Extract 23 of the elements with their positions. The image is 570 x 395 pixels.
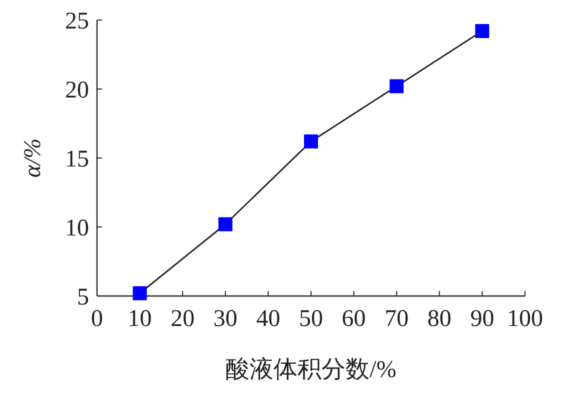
point: [475, 24, 490, 38]
x-tick-label: 50: [299, 306, 323, 332]
x-tick-label: 60: [342, 306, 366, 332]
x-tick-label: 20: [170, 306, 195, 332]
x-tick-label: 10: [128, 306, 152, 332]
x-axis-title: 酸液体积分数/%: [226, 356, 396, 383]
x-tick-label: 90: [470, 306, 494, 332]
point: [304, 134, 318, 148]
y-tick-label: 15: [65, 146, 89, 172]
x-tick-label: 30: [213, 306, 238, 332]
y-axis-title: α/%: [20, 138, 46, 178]
x-tick-label: 40: [256, 306, 280, 332]
point: [132, 286, 147, 300]
y-tick-label: 20: [65, 77, 89, 104]
point: [218, 217, 232, 232]
y-tick-label: 25: [65, 8, 89, 34]
x-tick-label: 100: [507, 306, 543, 332]
x-tick-label: 70: [384, 306, 409, 332]
x-tick-label: 0: [91, 306, 103, 332]
y-tick-label: 5: [77, 284, 89, 310]
y-tick-label: 10: [65, 215, 89, 242]
point: [390, 79, 404, 94]
x-tick-label: 80: [427, 306, 452, 332]
